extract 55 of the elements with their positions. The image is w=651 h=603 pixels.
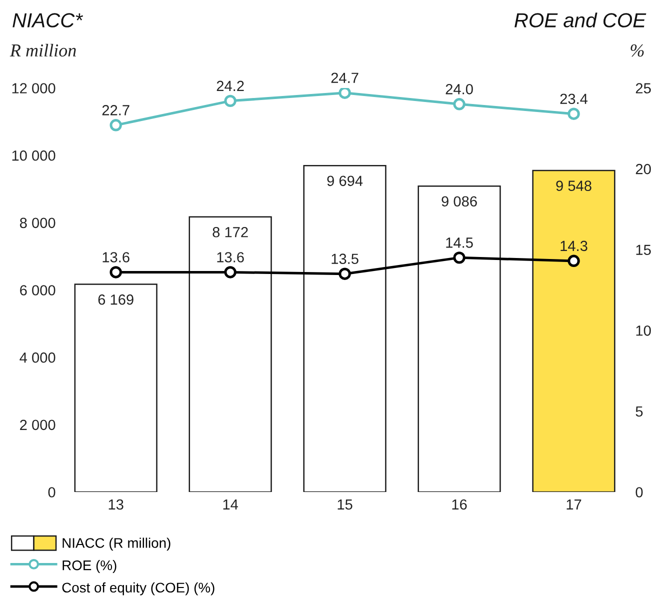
legend-label: Cost of equity (COE) (%) bbox=[62, 582, 214, 596]
data-label: 23.4 bbox=[560, 94, 588, 104]
point bbox=[110, 119, 122, 132]
x-tick-label: 15 bbox=[338, 499, 352, 510]
data-label: 9 548 bbox=[556, 180, 592, 191]
y-tick-label: 0 bbox=[48, 487, 56, 498]
y2-tick-label: 15 bbox=[636, 244, 651, 256]
data-label: 9 086 bbox=[442, 196, 477, 207]
point bbox=[110, 266, 122, 278]
x-tick-label: 16 bbox=[452, 499, 467, 510]
y2-tick-label: 0 bbox=[636, 487, 643, 498]
data-label: 14.5 bbox=[446, 238, 473, 248]
y-axis-title: R million bbox=[10, 44, 76, 57]
chart-subtitle: ROE and COE bbox=[514, 12, 646, 28]
data-label: 13.5 bbox=[332, 254, 358, 264]
data-label: 24.2 bbox=[216, 80, 244, 91]
y-tick-label: 4 000 bbox=[20, 352, 56, 363]
bar bbox=[303, 165, 386, 492]
point bbox=[568, 254, 580, 268]
data-label: 9 694 bbox=[327, 176, 363, 186]
data-label: 24.0 bbox=[446, 84, 473, 94]
y-tick-label: 10 000 bbox=[12, 150, 56, 161]
data-label: 6 169 bbox=[98, 294, 134, 305]
y-tick-label: 8 000 bbox=[20, 218, 56, 228]
y2-tick-label: 10 bbox=[636, 326, 651, 336]
data-label: 8 172 bbox=[212, 226, 248, 238]
y2-tick-label: 20 bbox=[636, 164, 651, 174]
legend-label: ROE (%) bbox=[62, 560, 116, 573]
chart-title: NIACC* bbox=[12, 13, 84, 28]
x-tick-label: 13 bbox=[108, 499, 124, 510]
data-label: 14.3 bbox=[560, 240, 588, 252]
bar bbox=[418, 185, 501, 492]
point bbox=[224, 266, 236, 278]
point bbox=[224, 94, 236, 108]
point bbox=[338, 88, 351, 99]
data-label: 13.6 bbox=[217, 252, 244, 262]
x-tick-label: 14 bbox=[223, 499, 238, 510]
bar bbox=[532, 170, 616, 492]
y-tick-label: 2 000 bbox=[20, 420, 56, 430]
point bbox=[453, 252, 466, 264]
point bbox=[568, 108, 580, 120]
point bbox=[338, 268, 351, 280]
data-label: 13.6 bbox=[102, 252, 130, 262]
bar bbox=[74, 284, 158, 492]
y2-tick-label: 25 bbox=[636, 83, 651, 94]
y2-tick-label: 5 bbox=[636, 406, 643, 417]
point bbox=[453, 98, 466, 110]
bar bbox=[188, 216, 272, 492]
legend-label: NIACC (R million) bbox=[62, 538, 170, 551]
data-label: 22.7 bbox=[102, 105, 130, 116]
x-tick-label: 17 bbox=[566, 499, 582, 510]
data-label: 24.7 bbox=[331, 72, 358, 83]
y-tick-label: 12 000 bbox=[12, 83, 56, 94]
y2-axis-title: % bbox=[630, 44, 644, 57]
y-tick-label: 6 000 bbox=[20, 285, 56, 296]
